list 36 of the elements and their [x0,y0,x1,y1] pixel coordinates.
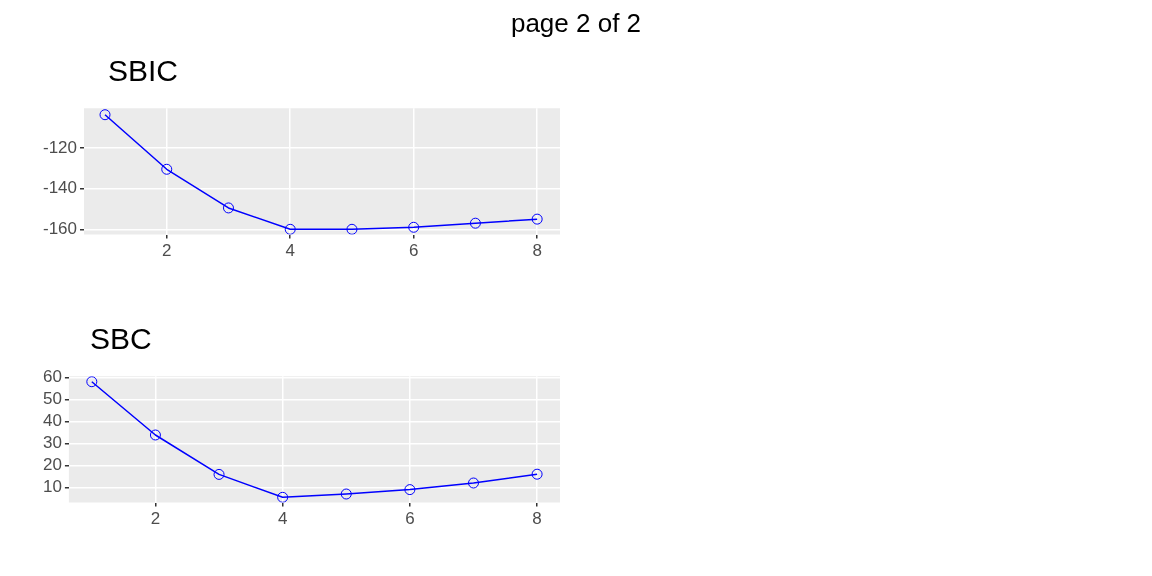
point [99,109,111,121]
y-tick-label: -140 [42,178,78,198]
y-tick-label: 40 [42,411,62,431]
chart-title: SBC [90,322,152,356]
y-tick-label: 10 [42,477,62,497]
x-tick-label: 2 [162,241,172,261]
x-tick-label: 2 [150,509,161,529]
point [86,376,98,388]
chart-title: SBIC [108,54,179,88]
point [149,429,161,441]
point [213,468,225,480]
y-tick-label: -120 [42,137,78,157]
x-tick-label: 4 [277,509,288,529]
point [222,202,234,214]
point [161,163,173,175]
point [277,491,289,503]
y-tick-label: 30 [42,433,62,453]
x-tick-label: 8 [532,509,542,529]
y-tick-label: -160 [42,219,78,238]
y-tick-label: 20 [42,455,62,475]
point [404,484,416,496]
x-tick-label: 6 [405,509,415,529]
x-tick-label: 6 [408,241,419,261]
point [531,468,543,480]
y-tick-label: 50 [42,389,62,409]
point [469,217,481,229]
point [284,223,296,235]
point [408,221,420,233]
point [346,223,358,235]
x-tick-label: 8 [532,241,542,261]
point [467,477,479,489]
y-tick-label: 60 [42,366,62,386]
text: page 2 of 2 [509,8,643,39]
point [340,488,352,500]
x-tick-label: 4 [285,241,295,261]
point [531,213,543,225]
